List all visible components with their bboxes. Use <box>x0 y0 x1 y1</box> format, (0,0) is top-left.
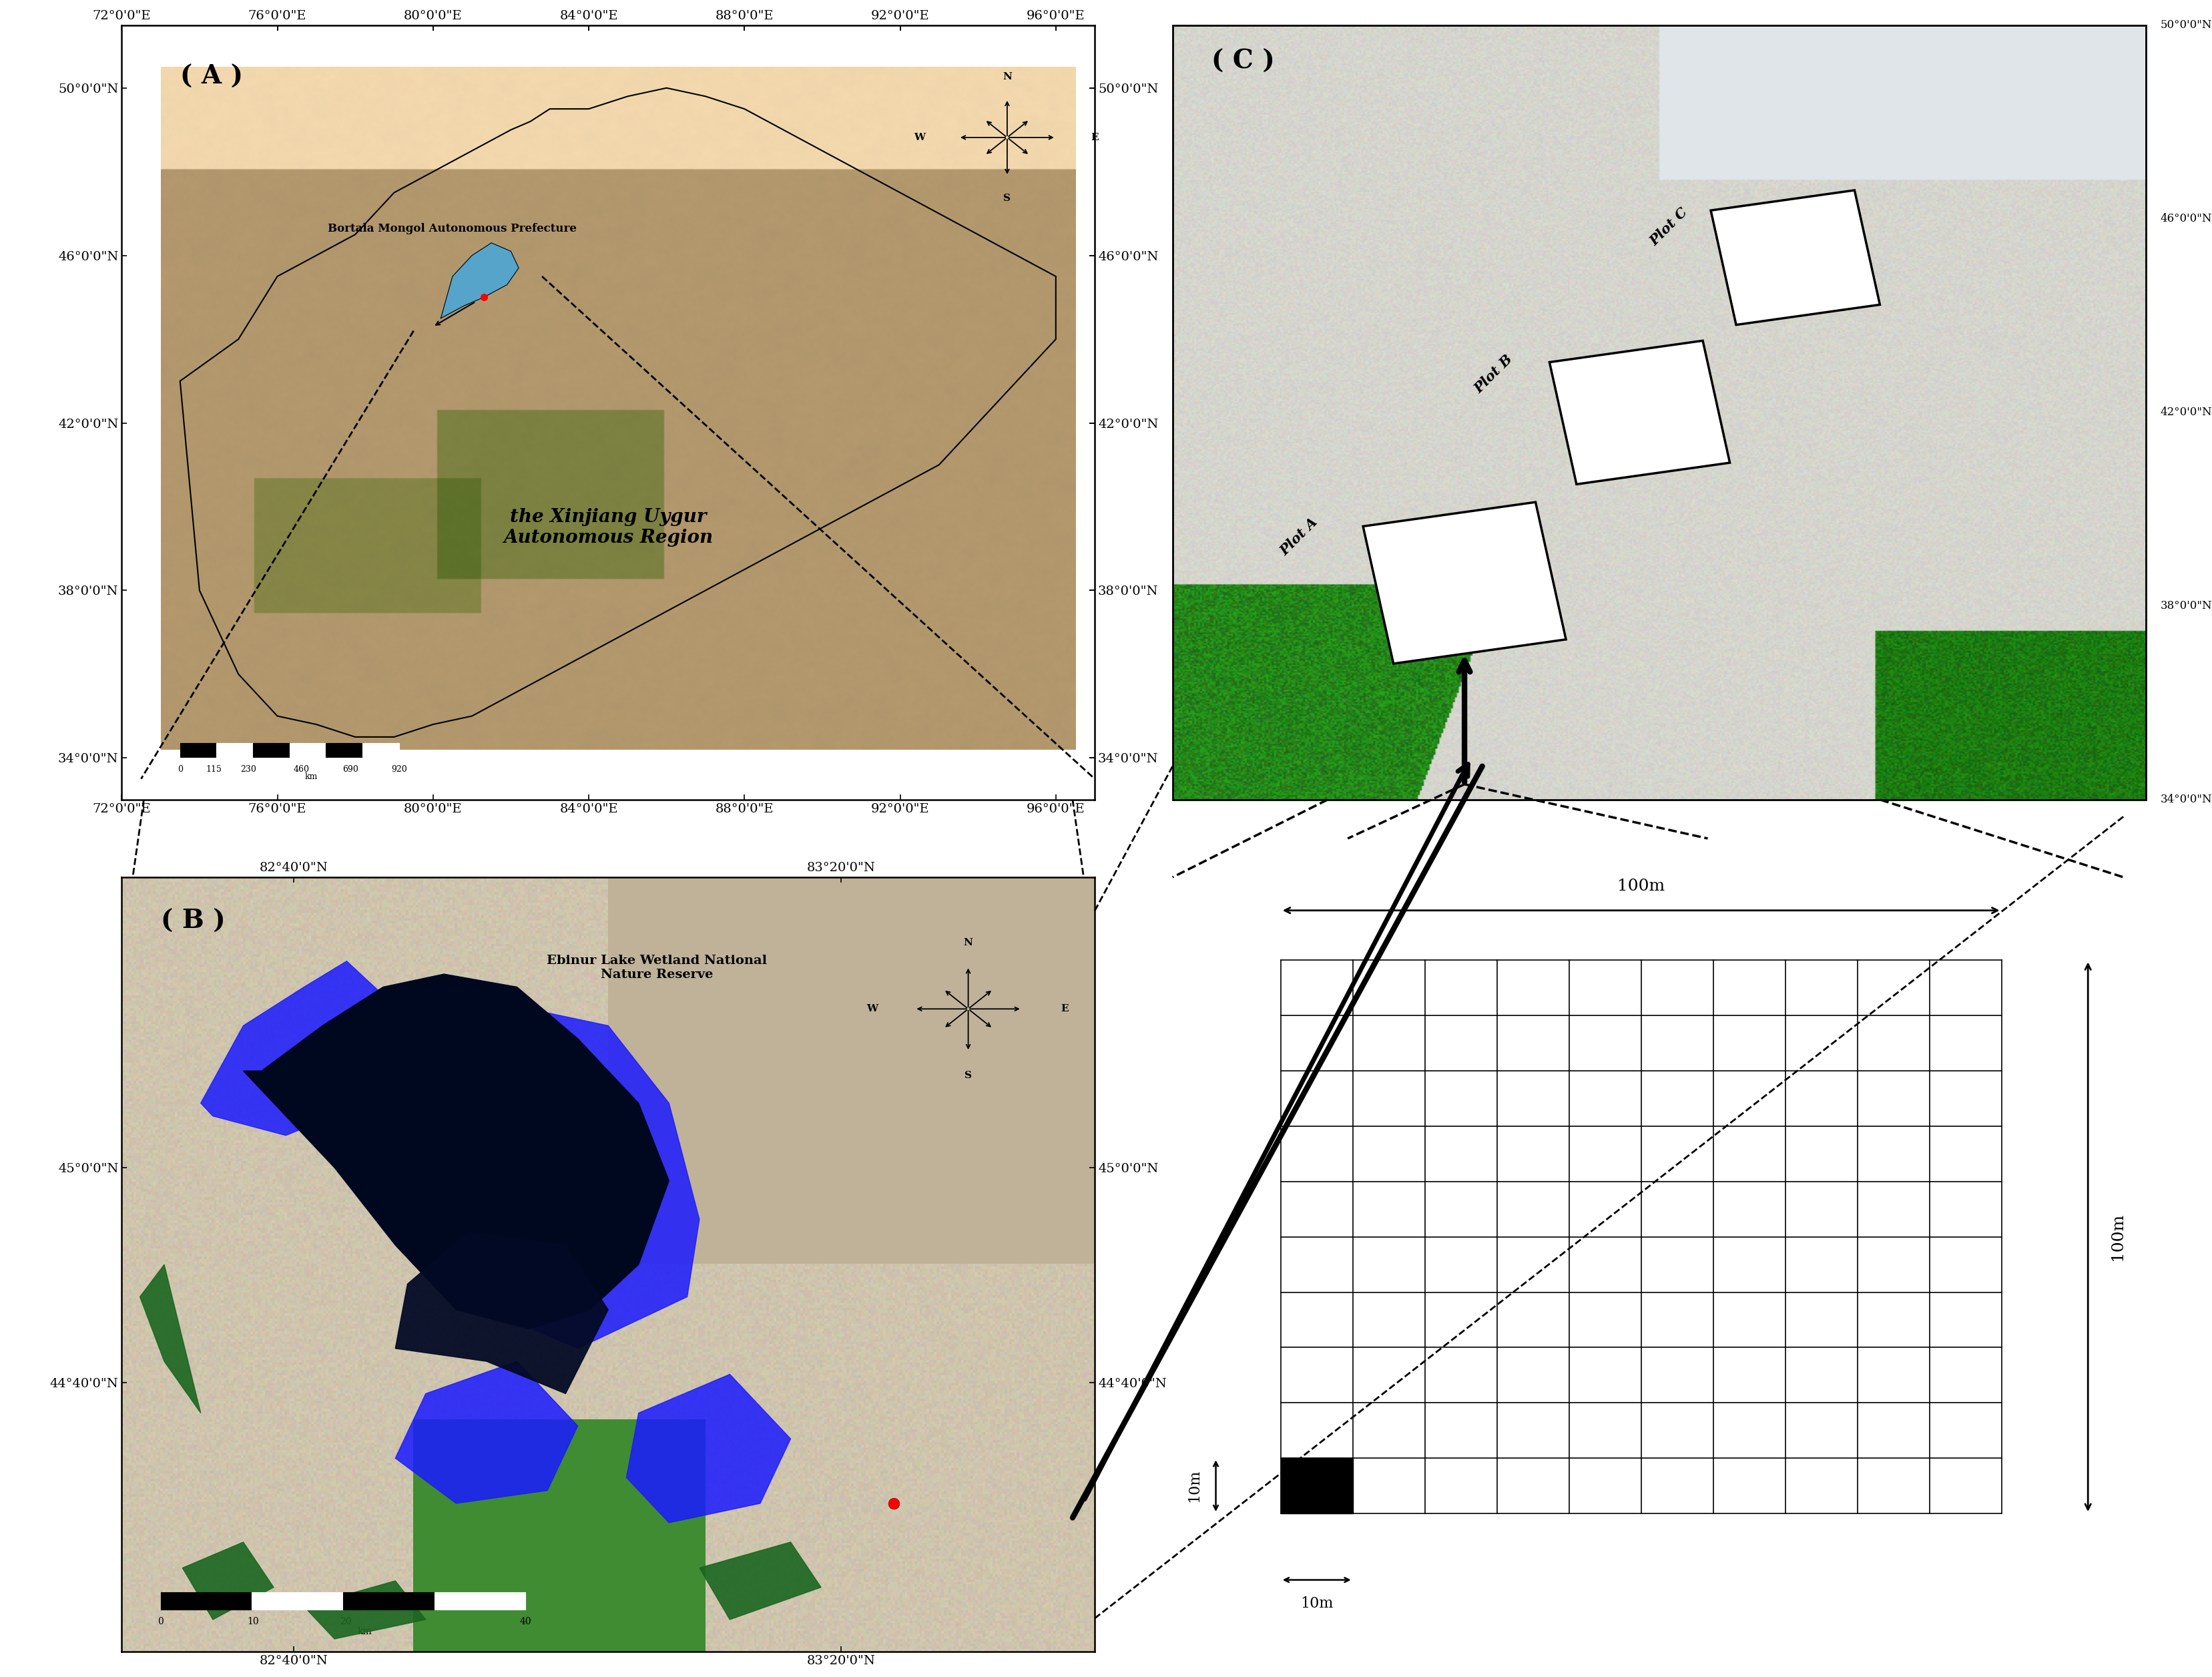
Polygon shape <box>1363 501 1566 664</box>
Text: ( A ): ( A ) <box>179 64 243 89</box>
Text: Ebinur Lake Wetland National
Nature Reserve: Ebinur Lake Wetland National Nature Rese… <box>546 954 768 981</box>
Text: 42°0'0"N: 42°0'0"N <box>2161 408 2212 418</box>
Text: 20: 20 <box>341 1617 352 1627</box>
Bar <box>363 743 398 758</box>
Text: 10m: 10m <box>1301 1597 1334 1612</box>
Bar <box>161 1591 252 1610</box>
Polygon shape <box>1710 190 1880 325</box>
Text: 38°0'0"N: 38°0'0"N <box>2161 600 2212 612</box>
Bar <box>325 743 363 758</box>
Text: km: km <box>305 773 319 781</box>
Bar <box>343 1591 434 1610</box>
Text: 50°0'0"N: 50°0'0"N <box>2161 20 2212 30</box>
Text: 115: 115 <box>206 765 221 773</box>
Text: N: N <box>964 937 973 948</box>
Bar <box>179 743 217 758</box>
Text: S: S <box>1004 193 1011 203</box>
Text: Plot A: Plot A <box>1279 515 1321 558</box>
Text: N: N <box>1002 72 1011 80</box>
Text: 690: 690 <box>343 765 358 773</box>
Text: 230: 230 <box>241 765 257 773</box>
Text: 10: 10 <box>248 1617 259 1627</box>
Text: E: E <box>1062 1005 1068 1013</box>
Text: 920: 920 <box>392 765 407 773</box>
Bar <box>290 743 325 758</box>
Polygon shape <box>365 1006 699 1348</box>
Bar <box>1281 1459 1354 1514</box>
Text: 460: 460 <box>294 765 310 773</box>
Text: 10m: 10m <box>1186 1469 1201 1503</box>
Text: 0: 0 <box>177 765 184 773</box>
Text: 46°0'0"N: 46°0'0"N <box>2161 213 2212 225</box>
Text: Bortala Mongol Autonomous Prefecture: Bortala Mongol Autonomous Prefecture <box>327 223 577 235</box>
Text: 0: 0 <box>157 1617 164 1627</box>
Text: W: W <box>867 1005 878 1013</box>
Text: ( B ): ( B ) <box>161 909 226 934</box>
Polygon shape <box>303 1581 425 1638</box>
Polygon shape <box>181 1543 274 1620</box>
Polygon shape <box>699 1543 821 1620</box>
Polygon shape <box>626 1373 790 1523</box>
Polygon shape <box>396 1233 608 1394</box>
Polygon shape <box>243 974 668 1330</box>
Bar <box>217 743 252 758</box>
Text: S: S <box>964 1070 971 1080</box>
Text: W: W <box>914 132 925 143</box>
Polygon shape <box>1548 340 1730 485</box>
Text: the Xinjiang Uygur
Autonomous Region: the Xinjiang Uygur Autonomous Region <box>504 508 712 547</box>
Text: E: E <box>1091 132 1099 143</box>
Polygon shape <box>201 961 396 1135</box>
Text: 100m: 100m <box>2110 1212 2126 1261</box>
Bar <box>252 1591 343 1610</box>
Text: ( C ): ( C ) <box>1212 49 1274 74</box>
Polygon shape <box>440 243 518 319</box>
Text: Plot C: Plot C <box>1648 205 1690 248</box>
Text: km: km <box>358 1627 372 1637</box>
Text: 40: 40 <box>520 1617 531 1627</box>
Polygon shape <box>396 1362 577 1503</box>
Bar <box>434 1591 526 1610</box>
Text: Plot B: Plot B <box>1471 352 1515 396</box>
Text: 34°0'0"N: 34°0'0"N <box>2161 795 2212 805</box>
Text: 100m: 100m <box>1617 879 1666 894</box>
Bar <box>252 743 290 758</box>
Polygon shape <box>139 1264 201 1414</box>
